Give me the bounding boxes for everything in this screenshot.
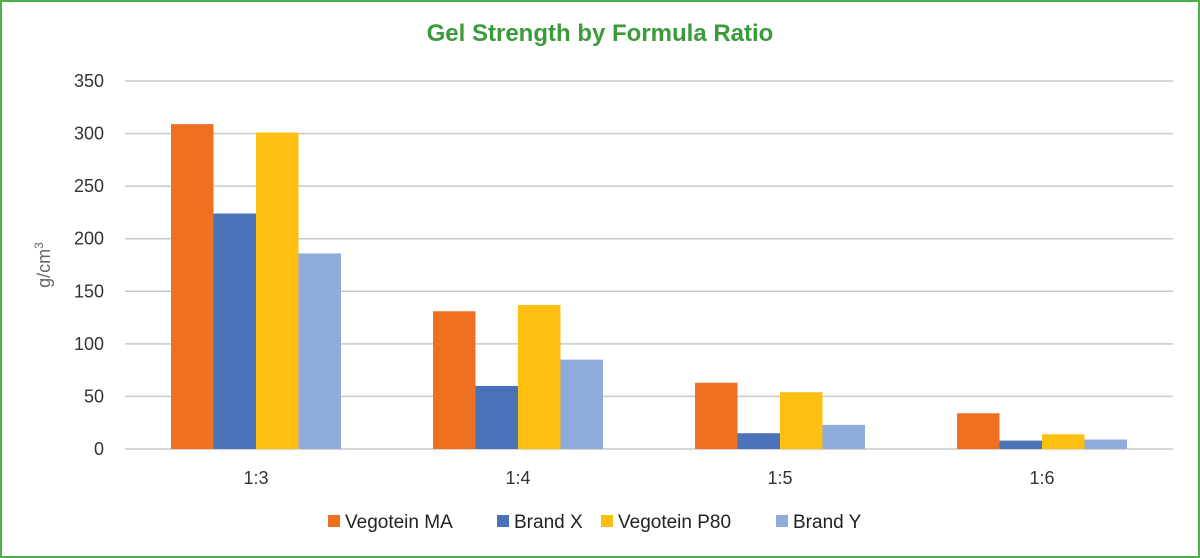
x-tick-label: 1:5 — [767, 468, 792, 488]
legend-label: Brand X — [514, 512, 583, 533]
bar-brand-y-1-5 — [822, 424, 865, 449]
bar-brand-x-1-3 — [213, 213, 256, 449]
bar-brand-x-1-4 — [475, 385, 518, 449]
bar-vegotein-ma-1-5 — [695, 382, 738, 449]
legend-swatch — [776, 515, 788, 527]
y-tick-label: 200 — [74, 229, 104, 249]
legend-swatch — [601, 515, 613, 527]
bar-vegotein-p80-1-3 — [256, 132, 299, 449]
legend-label: Vegotein MA — [345, 512, 453, 533]
x-tick-label: 1:6 — [1029, 468, 1054, 488]
legend-swatch — [328, 515, 340, 527]
bar-vegotein-ma-1-4 — [433, 311, 476, 449]
y-axis-label: g/cm3 — [32, 242, 54, 288]
legend-swatch — [497, 515, 509, 527]
bar-brand-x-1-6 — [999, 440, 1042, 449]
bar-vegotein-ma-1-3 — [171, 124, 214, 449]
bar-vegotein-ma-1-6 — [957, 413, 1000, 449]
bar-vegotein-p80-1-4 — [518, 304, 561, 449]
y-tick-label: 0 — [94, 439, 104, 459]
x-tick-label: 1:3 — [243, 468, 268, 488]
bar-brand-y-1-4 — [560, 359, 603, 449]
bar-brand-x-1-5 — [737, 433, 780, 449]
y-tick-label: 250 — [74, 176, 104, 196]
y-axis-label-superscript: 3 — [32, 242, 46, 249]
bar-vegotein-p80-1-6 — [1042, 434, 1085, 449]
y-tick-label: 350 — [74, 71, 104, 91]
y-tick-label: 50 — [84, 386, 104, 406]
legend-label: Brand Y — [793, 512, 862, 533]
bar-brand-y-1-6 — [1084, 439, 1127, 449]
legend-label: Vegotein P80 — [618, 512, 731, 533]
y-tick-label: 150 — [74, 281, 104, 301]
chart-title: Gel Strength by Formula Ratio — [426, 20, 774, 47]
x-tick-label: 1:4 — [505, 468, 530, 488]
bar-vegotein-p80-1-5 — [780, 392, 823, 449]
y-tick-label: 100 — [74, 334, 104, 354]
y-tick-label: 300 — [74, 124, 104, 144]
bar-brand-y-1-3 — [298, 253, 341, 449]
